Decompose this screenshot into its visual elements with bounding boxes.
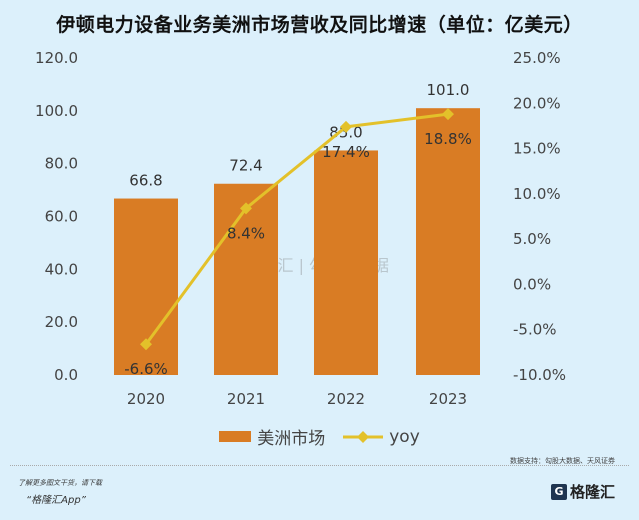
legend: 美洲市场 yoy xyxy=(0,424,639,449)
legend-item-line[interactable]: yoy xyxy=(343,427,420,447)
bar-data-label: 72.4 xyxy=(229,157,262,175)
bar-data-label: 101.0 xyxy=(427,81,470,99)
right-axis-tick: -5.0% xyxy=(513,321,557,339)
left-axis-tick: 80.0 xyxy=(45,155,78,173)
source-note: 数据支持：勾股大数据、天风证券 xyxy=(510,457,615,465)
logo-text: 格隆汇 xyxy=(569,483,615,501)
right-axis-tick: 15.0% xyxy=(513,140,561,158)
x-axis-tick: 2021 xyxy=(227,390,265,408)
yoy-point xyxy=(240,202,252,215)
right-axis-tick: -10.0% xyxy=(513,366,566,384)
bar xyxy=(416,108,480,376)
left-axis-tick: 40.0 xyxy=(45,260,78,278)
divider xyxy=(10,465,629,466)
right-axis-tick: 20.0% xyxy=(513,94,561,112)
chart: 0.0 20.0 40.0 60.0 80.0 100.0 120.0 -10.0% -5.0%… xyxy=(35,49,566,408)
legend-label-bar: 美洲市场 xyxy=(257,429,326,449)
brand-logo: G 格隆汇 xyxy=(550,481,615,502)
yoy-point xyxy=(140,338,152,351)
x-axis-tick: 2020 xyxy=(127,390,165,408)
left-axis-tick: 100.0 xyxy=(35,102,78,120)
bar xyxy=(314,150,378,375)
left-axis-tick: 0.0 xyxy=(54,366,78,384)
bar-swatch xyxy=(219,431,252,442)
bar xyxy=(214,183,278,375)
right-axis-tick: 0.0% xyxy=(513,275,551,293)
left-axis-tick: 20.0 xyxy=(45,313,78,331)
yoy-point xyxy=(340,120,352,133)
yoy-data-label: 17.4% xyxy=(322,143,370,161)
line-diamond-swatch xyxy=(343,430,384,443)
chart-title: 伊顿电力设备业务美洲市场营收及同比增速（单位：亿美元） xyxy=(56,14,583,36)
right-axis-tick: 25.0% xyxy=(513,49,561,67)
yoy-point xyxy=(442,108,454,121)
left-axis-tick: 60.0 xyxy=(45,208,78,226)
yoy-data-label: -6.6% xyxy=(124,360,168,378)
bar-data-label: 66.8 xyxy=(129,172,162,190)
logo-icon: G xyxy=(550,483,567,500)
x-axis-tick: 2023 xyxy=(429,390,467,408)
left-axis-tick: 120.0 xyxy=(35,49,78,67)
promo-line-2: “格隆汇App” xyxy=(26,495,86,506)
promo-line-1: 了解更多图文干货，请下载 xyxy=(18,479,102,487)
legend-label-line: yoy xyxy=(389,426,420,447)
yoy-data-label: 18.8% xyxy=(424,130,472,148)
legend-item-bar[interactable]: 美洲市场 xyxy=(219,424,325,449)
x-axis-tick: 2022 xyxy=(327,390,365,408)
yoy-data-label: 8.4% xyxy=(227,224,265,242)
right-axis-tick: 5.0% xyxy=(513,230,551,248)
yoy-line xyxy=(144,112,449,346)
right-axis-tick: 10.0% xyxy=(513,185,561,203)
